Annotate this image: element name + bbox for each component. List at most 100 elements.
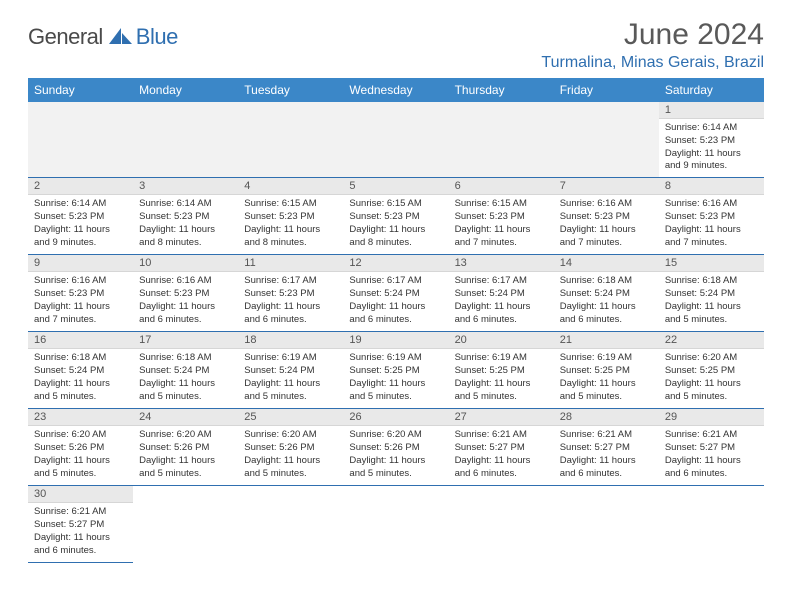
sunset-text: Sunset: 5:26 PM: [34, 442, 127, 455]
day-number: 13: [449, 255, 554, 272]
sunset-text: Sunset: 5:27 PM: [665, 442, 758, 455]
calendar-cell: 11Sunrise: 6:17 AMSunset: 5:23 PMDayligh…: [238, 255, 343, 332]
sunset-text: Sunset: 5:27 PM: [455, 442, 548, 455]
sunrise-text: Sunrise: 6:21 AM: [665, 429, 758, 442]
sunrise-text: Sunrise: 6:14 AM: [139, 198, 232, 211]
day-number: 11: [238, 255, 343, 272]
calendar-cell: 16Sunrise: 6:18 AMSunset: 5:24 PMDayligh…: [28, 332, 133, 409]
sail-icon: [107, 27, 133, 47]
sunrise-text: Sunrise: 6:21 AM: [34, 506, 127, 519]
day-body: Sunrise: 6:19 AMSunset: 5:24 PMDaylight:…: [238, 349, 343, 407]
calendar-row: 23Sunrise: 6:20 AMSunset: 5:26 PMDayligh…: [28, 409, 764, 486]
day-number: 16: [28, 332, 133, 349]
sunrise-text: Sunrise: 6:21 AM: [560, 429, 653, 442]
calendar-cell: 6Sunrise: 6:15 AMSunset: 5:23 PMDaylight…: [449, 178, 554, 255]
day-body: Sunrise: 6:19 AMSunset: 5:25 PMDaylight:…: [449, 349, 554, 407]
sunset-text: Sunset: 5:23 PM: [139, 211, 232, 224]
weekday-header: Monday: [133, 78, 238, 102]
day-body: Sunrise: 6:18 AMSunset: 5:24 PMDaylight:…: [554, 272, 659, 330]
daylight-text: Daylight: 11 hours and 7 minutes.: [455, 224, 548, 250]
calendar-cell: 21Sunrise: 6:19 AMSunset: 5:25 PMDayligh…: [554, 332, 659, 409]
calendar-cell: 3Sunrise: 6:14 AMSunset: 5:23 PMDaylight…: [133, 178, 238, 255]
daylight-text: Daylight: 11 hours and 7 minutes.: [665, 224, 758, 250]
sunrise-text: Sunrise: 6:15 AM: [349, 198, 442, 211]
sunrise-text: Sunrise: 6:16 AM: [139, 275, 232, 288]
day-body: Sunrise: 6:14 AMSunset: 5:23 PMDaylight:…: [133, 195, 238, 253]
weekday-header: Thursday: [449, 78, 554, 102]
brand-part1: General: [28, 24, 103, 50]
sunrise-text: Sunrise: 6:17 AM: [455, 275, 548, 288]
day-number: 18: [238, 332, 343, 349]
sunset-text: Sunset: 5:23 PM: [665, 135, 758, 148]
day-body: Sunrise: 6:19 AMSunset: 5:25 PMDaylight:…: [554, 349, 659, 407]
day-body: Sunrise: 6:16 AMSunset: 5:23 PMDaylight:…: [554, 195, 659, 253]
sunset-text: Sunset: 5:26 PM: [139, 442, 232, 455]
sunrise-text: Sunrise: 6:20 AM: [665, 352, 758, 365]
sunset-text: Sunset: 5:25 PM: [560, 365, 653, 378]
calendar-cell: 5Sunrise: 6:15 AMSunset: 5:23 PMDaylight…: [343, 178, 448, 255]
calendar-cell: 23Sunrise: 6:20 AMSunset: 5:26 PMDayligh…: [28, 409, 133, 486]
day-number: 24: [133, 409, 238, 426]
calendar-cell: 8Sunrise: 6:16 AMSunset: 5:23 PMDaylight…: [659, 178, 764, 255]
day-body: Sunrise: 6:20 AMSunset: 5:26 PMDaylight:…: [133, 426, 238, 484]
daylight-text: Daylight: 11 hours and 6 minutes.: [455, 455, 548, 481]
sunrise-text: Sunrise: 6:18 AM: [665, 275, 758, 288]
calendar-cell: 29Sunrise: 6:21 AMSunset: 5:27 PMDayligh…: [659, 409, 764, 486]
daylight-text: Daylight: 11 hours and 6 minutes.: [139, 301, 232, 327]
daylight-text: Daylight: 11 hours and 6 minutes.: [349, 301, 442, 327]
daylight-text: Daylight: 11 hours and 8 minutes.: [349, 224, 442, 250]
day-number: 28: [554, 409, 659, 426]
daylight-text: Daylight: 11 hours and 9 minutes.: [34, 224, 127, 250]
calendar-cell: 19Sunrise: 6:19 AMSunset: 5:25 PMDayligh…: [343, 332, 448, 409]
calendar-cell: 24Sunrise: 6:20 AMSunset: 5:26 PMDayligh…: [133, 409, 238, 486]
weekday-header: Friday: [554, 78, 659, 102]
day-body: Sunrise: 6:20 AMSunset: 5:26 PMDaylight:…: [238, 426, 343, 484]
brand-logo: General Blue: [28, 24, 178, 50]
daylight-text: Daylight: 11 hours and 5 minutes.: [244, 378, 337, 404]
sunset-text: Sunset: 5:24 PM: [244, 365, 337, 378]
calendar-cell: 27Sunrise: 6:21 AMSunset: 5:27 PMDayligh…: [449, 409, 554, 486]
daylight-text: Daylight: 11 hours and 5 minutes.: [349, 378, 442, 404]
calendar-cell: 12Sunrise: 6:17 AMSunset: 5:24 PMDayligh…: [343, 255, 448, 332]
sunrise-text: Sunrise: 6:17 AM: [244, 275, 337, 288]
brand-part2: Blue: [136, 24, 178, 50]
day-number: 4: [238, 178, 343, 195]
weekday-header: Saturday: [659, 78, 764, 102]
sunrise-text: Sunrise: 6:21 AM: [455, 429, 548, 442]
daylight-text: Daylight: 11 hours and 5 minutes.: [560, 378, 653, 404]
sunset-text: Sunset: 5:24 PM: [455, 288, 548, 301]
day-body: Sunrise: 6:16 AMSunset: 5:23 PMDaylight:…: [133, 272, 238, 330]
sunrise-text: Sunrise: 6:20 AM: [244, 429, 337, 442]
day-body: Sunrise: 6:18 AMSunset: 5:24 PMDaylight:…: [28, 349, 133, 407]
calendar-cell: 18Sunrise: 6:19 AMSunset: 5:24 PMDayligh…: [238, 332, 343, 409]
sunrise-text: Sunrise: 6:16 AM: [560, 198, 653, 211]
day-number: 12: [343, 255, 448, 272]
daylight-text: Daylight: 11 hours and 7 minutes.: [560, 224, 653, 250]
day-number: 19: [343, 332, 448, 349]
day-body: Sunrise: 6:15 AMSunset: 5:23 PMDaylight:…: [343, 195, 448, 253]
sunrise-text: Sunrise: 6:20 AM: [349, 429, 442, 442]
calendar-body: 1Sunrise: 6:14 AMSunset: 5:23 PMDaylight…: [28, 102, 764, 563]
calendar-row: 30Sunrise: 6:21 AMSunset: 5:27 PMDayligh…: [28, 486, 764, 563]
day-body: Sunrise: 6:15 AMSunset: 5:23 PMDaylight:…: [449, 195, 554, 253]
daylight-text: Daylight: 11 hours and 5 minutes.: [34, 455, 127, 481]
calendar-cell: [449, 102, 554, 178]
day-body: Sunrise: 6:16 AMSunset: 5:23 PMDaylight:…: [28, 272, 133, 330]
day-body: Sunrise: 6:20 AMSunset: 5:26 PMDaylight:…: [343, 426, 448, 484]
daylight-text: Daylight: 11 hours and 5 minutes.: [349, 455, 442, 481]
daylight-text: Daylight: 11 hours and 5 minutes.: [244, 455, 337, 481]
weekday-header: Tuesday: [238, 78, 343, 102]
calendar-row: 9Sunrise: 6:16 AMSunset: 5:23 PMDaylight…: [28, 255, 764, 332]
sunrise-text: Sunrise: 6:19 AM: [244, 352, 337, 365]
day-number: 14: [554, 255, 659, 272]
sunset-text: Sunset: 5:27 PM: [560, 442, 653, 455]
daylight-text: Daylight: 11 hours and 8 minutes.: [139, 224, 232, 250]
calendar-cell: [659, 486, 764, 563]
day-body: Sunrise: 6:17 AMSunset: 5:24 PMDaylight:…: [343, 272, 448, 330]
sunset-text: Sunset: 5:23 PM: [244, 211, 337, 224]
day-number: 8: [659, 178, 764, 195]
daylight-text: Daylight: 11 hours and 5 minutes.: [455, 378, 548, 404]
sunrise-text: Sunrise: 6:17 AM: [349, 275, 442, 288]
calendar-cell: 1Sunrise: 6:14 AMSunset: 5:23 PMDaylight…: [659, 102, 764, 178]
daylight-text: Daylight: 11 hours and 6 minutes.: [560, 301, 653, 327]
